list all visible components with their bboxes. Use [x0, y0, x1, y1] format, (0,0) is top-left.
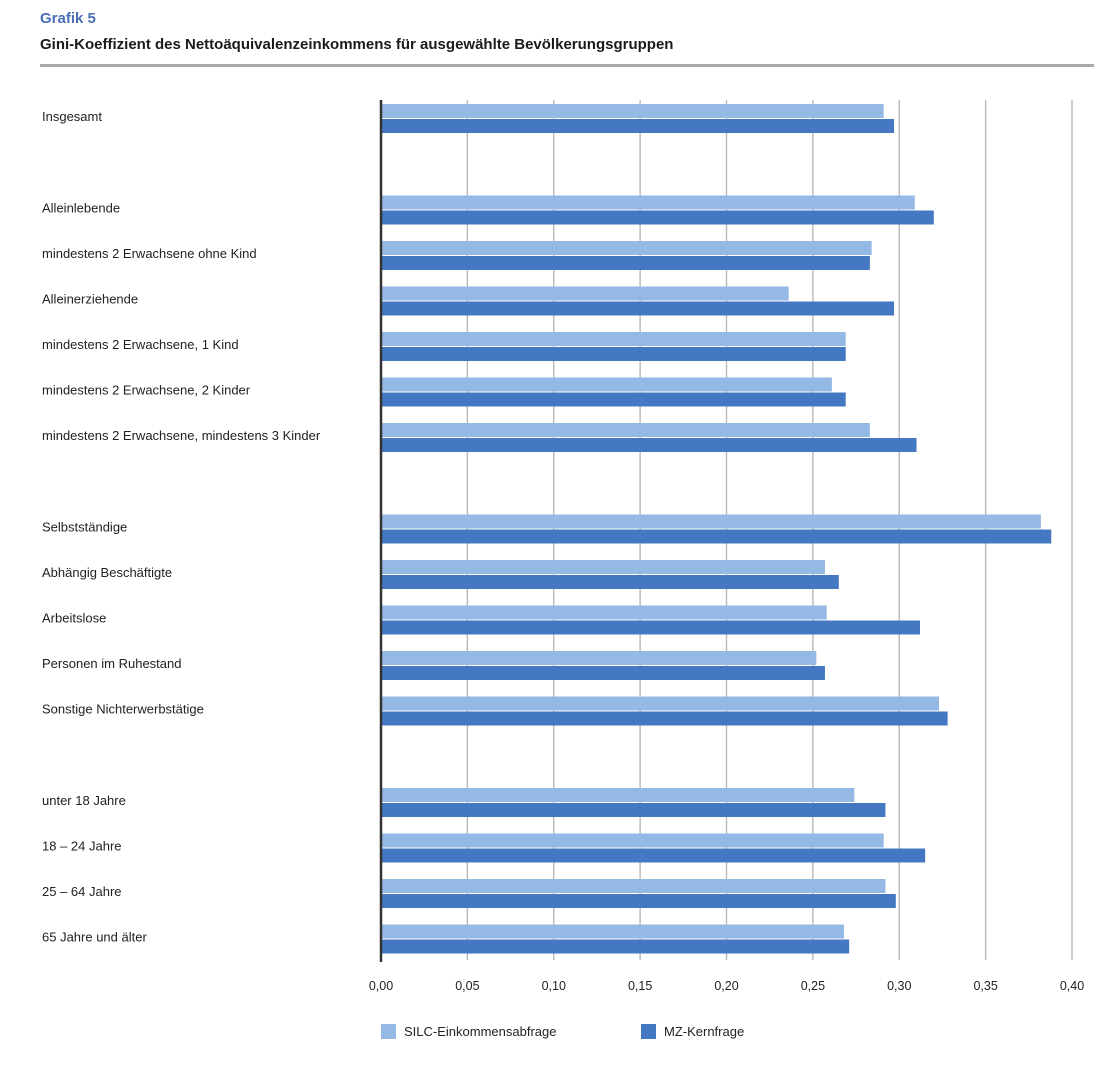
x-tick-label: 0,10	[542, 979, 566, 993]
category-label-alleinerziehende: Alleinerziehende	[42, 292, 138, 307]
bar-silc-einkommensabfrage-mindestens-2-erwachsene-2-kinder	[381, 377, 832, 392]
bar-mz-kernfrage-abhaengig-beschaeftigte	[381, 575, 839, 589]
bar-silc-einkommensabfrage-personen-im-ruhestand	[381, 651, 817, 665]
category-label-unter-18-jahre: unter 18 Jahre	[42, 793, 126, 808]
bar-mz-kernfrage-sonstige-nichterwerbstaetige	[381, 711, 948, 726]
bar-mz-kernfrage-mindestens-2-erwachsene-1-kind	[381, 347, 846, 361]
bar-mz-kernfrage-insgesamt	[381, 119, 895, 133]
chart-title: Gini-Koeffizient des Nettoäquivalenzeink…	[40, 36, 674, 53]
bar-silc-einkommensabfrage-65-jahre-und-aelter	[381, 924, 844, 939]
x-tick-label: 0,15	[628, 979, 652, 993]
bar-mz-kernfrage-65-jahre-und-aelter	[381, 939, 850, 954]
category-label-selbststaendige: Selbstständige	[42, 520, 127, 535]
category-label-mindestens-2-erwachsene-1-kind: mindestens 2 Erwachsene, 1 Kind	[42, 337, 239, 352]
legend-swatch-mz-kernfrage	[641, 1024, 656, 1039]
bar-silc-einkommensabfrage-alleinerziehende	[381, 286, 789, 301]
bar-silc-einkommensabfrage-25-64-jahre	[381, 879, 886, 893]
bar-mz-kernfrage-selbststaendige	[381, 529, 1052, 544]
x-tick-label: 0,20	[714, 979, 738, 993]
category-label-insgesamt: Insgesamt	[42, 109, 102, 124]
chart-kicker: Grafik 5	[40, 10, 96, 27]
title-divider	[40, 64, 1094, 67]
bar-mz-kernfrage-alleinlebende	[381, 210, 934, 225]
legend: SILC-Einkommensabfrage MZ-Kernfrage	[381, 1024, 744, 1039]
category-label-abhaengig-beschaeftigte: Abhängig Beschäftigte	[42, 565, 172, 580]
bars	[381, 104, 1052, 954]
category-label-mindestens-2-erwachsene-mindestens-3-kinder: mindestens 2 Erwachsene, mindestens 3 Ki…	[42, 428, 321, 443]
x-tick-labels: 0,00 0,05 0,10 0,15 0,20 0,25 0,30 0,35 0,40	[369, 979, 1084, 993]
bar-silc-einkommensabfrage-18-24-jahre	[381, 833, 884, 848]
category-label-mindestens-2-erwachsene-ohne-kind: mindestens 2 Erwachsene ohne Kind	[42, 246, 257, 261]
bar-mz-kernfrage-mindestens-2-erwachsene-ohne-kind	[381, 256, 870, 270]
category-label-personen-im-ruhestand: Personen im Ruhestand	[42, 656, 181, 671]
bar-silc-einkommensabfrage-abhaengig-beschaeftigte	[381, 560, 825, 574]
x-tick-label: 0,30	[887, 979, 911, 993]
bar-mz-kernfrage-25-64-jahre	[381, 894, 896, 908]
bar-mz-kernfrage-mindestens-2-erwachsene-mindestens-3-kinder	[381, 438, 917, 452]
category-label-alleinlebende: Alleinlebende	[42, 201, 120, 216]
x-tick-label: 0,00	[369, 979, 393, 993]
legend-label-silc-einkommensabfrage: SILC-Einkommensabfrage	[404, 1024, 556, 1039]
bar-silc-einkommensabfrage-unter-18-jahre	[381, 788, 855, 802]
bar-mz-kernfrage-arbeitslose	[381, 620, 920, 635]
bar-mz-kernfrage-personen-im-ruhestand	[381, 666, 825, 680]
bar-silc-einkommensabfrage-sonstige-nichterwerbstaetige	[381, 696, 939, 711]
bar-silc-einkommensabfrage-mindestens-2-erwachsene-ohne-kind	[381, 241, 872, 255]
bar-mz-kernfrage-unter-18-jahre	[381, 803, 886, 817]
bar-mz-kernfrage-mindestens-2-erwachsene-2-kinder	[381, 392, 846, 407]
category-label-18-24-jahre: 18 – 24 Jahre	[42, 839, 122, 854]
bar-silc-einkommensabfrage-arbeitslose	[381, 605, 827, 620]
bar-silc-einkommensabfrage-alleinlebende	[381, 195, 915, 210]
x-tick-label: 0,05	[455, 979, 479, 993]
legend-swatch-silc-einkommensabfrage	[381, 1024, 396, 1039]
category-label-arbeitslose: Arbeitslose	[42, 611, 106, 626]
bar-silc-einkommensabfrage-mindestens-2-erwachsene-mindestens-3-kinder	[381, 423, 870, 437]
category-label-25-64-jahre: 25 – 64 Jahre	[42, 884, 122, 899]
bar-silc-einkommensabfrage-mindestens-2-erwachsene-1-kind	[381, 332, 846, 346]
x-tick-label: 0,40	[1060, 979, 1084, 993]
x-tick-label: 0,25	[801, 979, 825, 993]
bar-silc-einkommensabfrage-insgesamt	[381, 104, 884, 118]
category-label-mindestens-2-erwachsene-2-kinder: mindestens 2 Erwachsene, 2 Kinder	[42, 383, 251, 398]
legend-label-mz-kernfrage: MZ-Kernfrage	[664, 1024, 744, 1039]
bar-silc-einkommensabfrage-selbststaendige	[381, 514, 1041, 529]
x-tick-label: 0,35	[973, 979, 997, 993]
bar-mz-kernfrage-alleinerziehende	[381, 301, 895, 316]
category-label-sonstige-nichterwerbstaetige: Sonstige Nichterwerbstätige	[42, 702, 204, 717]
bar-mz-kernfrage-18-24-jahre	[381, 848, 926, 863]
category-labels: Insgesamt Alleinlebende mindestens 2 Erwac…	[42, 109, 321, 945]
category-label-65-jahre-und-aelter: 65 Jahre und älter	[42, 930, 147, 945]
